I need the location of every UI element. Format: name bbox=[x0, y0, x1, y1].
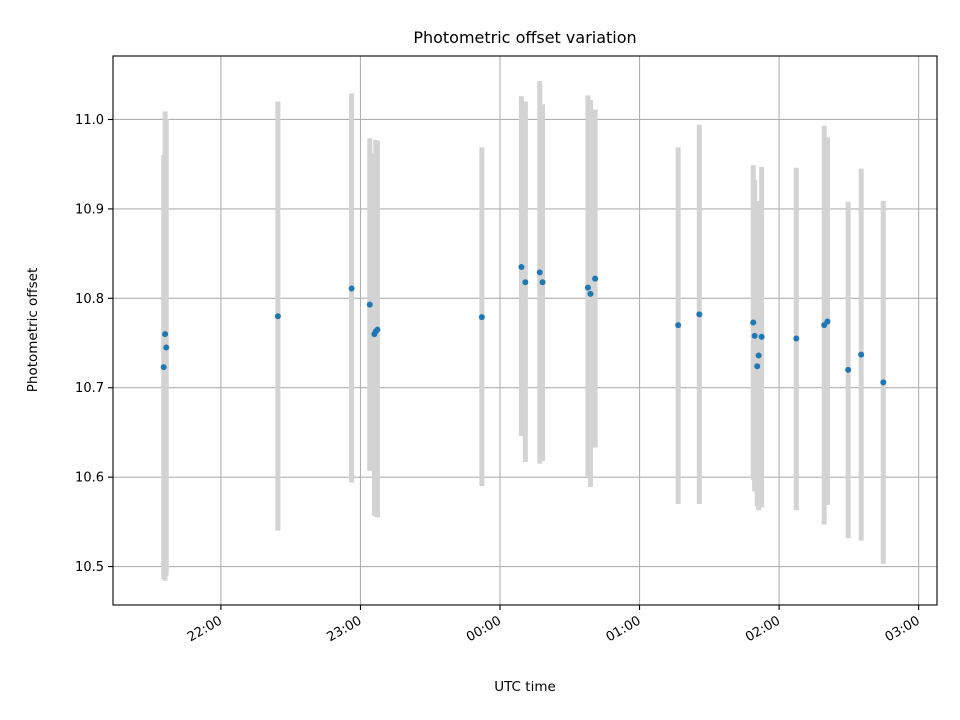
data-point bbox=[348, 285, 355, 292]
y-tick-label: 10.7 bbox=[75, 381, 104, 396]
data-point bbox=[845, 366, 852, 373]
data-point bbox=[584, 284, 591, 291]
y-tick-label: 10.9 bbox=[75, 202, 104, 217]
y-tick-label: 10.5 bbox=[75, 560, 104, 575]
data-point bbox=[518, 264, 525, 271]
data-point bbox=[163, 344, 170, 351]
data-point bbox=[750, 319, 757, 326]
data-point bbox=[696, 311, 703, 318]
point-layer bbox=[160, 264, 887, 386]
data-point bbox=[366, 301, 373, 308]
data-point bbox=[675, 322, 682, 329]
data-point bbox=[592, 275, 599, 282]
data-point bbox=[754, 363, 761, 370]
data-point bbox=[160, 364, 167, 371]
data-point bbox=[755, 352, 762, 359]
x-axis-label: UTC time bbox=[494, 679, 556, 695]
y-tick-label: 10.8 bbox=[75, 292, 104, 307]
data-point bbox=[824, 318, 831, 325]
data-point bbox=[274, 313, 281, 320]
data-point bbox=[162, 331, 169, 338]
data-point bbox=[858, 351, 865, 358]
data-point bbox=[587, 290, 594, 297]
y-tick-label: 10.6 bbox=[75, 471, 104, 486]
y-axis-label: Photometric offset bbox=[25, 268, 41, 392]
data-point bbox=[758, 333, 765, 340]
y-tick-label: 11.0 bbox=[75, 113, 104, 128]
data-point bbox=[374, 326, 381, 333]
data-point bbox=[793, 335, 800, 342]
data-point bbox=[522, 279, 529, 286]
data-point bbox=[751, 332, 758, 339]
data-point bbox=[539, 279, 546, 286]
data-point bbox=[536, 269, 543, 276]
plot-frame bbox=[112, 55, 938, 606]
chart-title: Photometric offset variation bbox=[413, 28, 636, 47]
data-point bbox=[880, 379, 887, 386]
data-point bbox=[478, 314, 485, 321]
